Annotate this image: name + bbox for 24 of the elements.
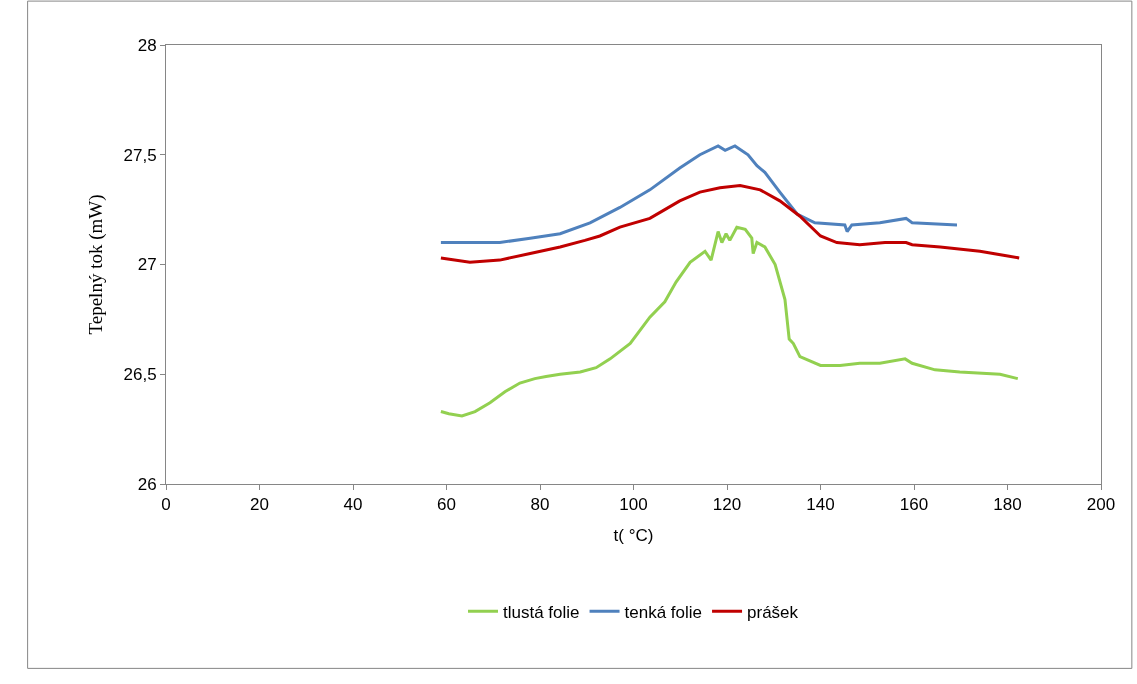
line-series [439, 225, 1020, 418]
x-tick-label: 180 [993, 495, 1022, 515]
x-tick-label: 40 [343, 495, 363, 515]
legend-label: prášek [747, 602, 799, 622]
y-axis-title: Tepelný tok (mW) [85, 194, 108, 335]
x-axis-title: t( °C) [613, 525, 654, 545]
y-tick-label: 27 [137, 255, 157, 275]
line-series [439, 183, 1021, 264]
x-tick-label: 120 [712, 495, 742, 515]
x-tick-label: 100 [619, 495, 648, 515]
x-tick-label: 140 [806, 495, 835, 515]
x-tick-label: 80 [530, 495, 550, 515]
y-tick-label: 28 [137, 35, 157, 55]
x-tick-label: 60 [437, 495, 456, 515]
line-series [439, 144, 959, 245]
y-tick-label: 26 [137, 474, 157, 494]
y-tick-label: 27,5 [123, 145, 157, 165]
x-tick-label: 160 [899, 495, 929, 515]
legend-label: tenká folie [624, 602, 703, 622]
x-tick-label: 0 [161, 495, 171, 515]
y-tick-label: 26,5 [123, 365, 157, 385]
legend-label: tlustá folie [503, 602, 580, 622]
x-tick-label: 20 [250, 495, 269, 515]
x-tick-label: 200 [1086, 495, 1116, 515]
